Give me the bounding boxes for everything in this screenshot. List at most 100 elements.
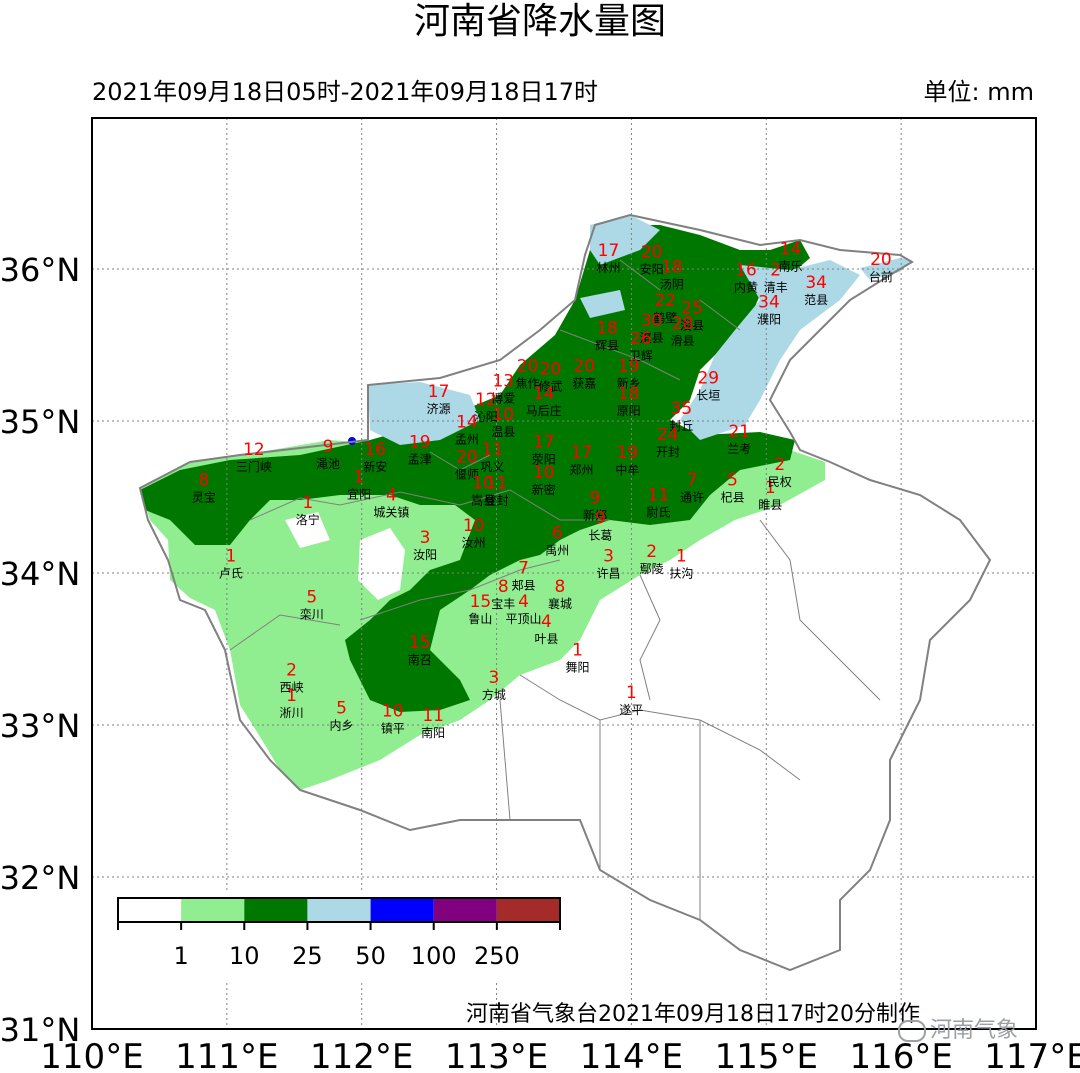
station-value: 17 (598, 241, 620, 261)
station-value: 1 (676, 546, 687, 566)
station-value: 9 (590, 489, 601, 509)
station-name: 濮阳 (757, 312, 781, 327)
station-value: 4 (518, 592, 529, 612)
legend-swatch (307, 898, 371, 922)
station-name: 新安 (363, 459, 387, 474)
legend-swatch (370, 898, 434, 922)
station-value: 11 (422, 706, 444, 726)
boundary-layer (138, 213, 992, 972)
station-value: 1 (286, 686, 297, 706)
station-name: 方城 (482, 687, 506, 702)
precip-area-25-50 (580, 290, 625, 318)
lon-tick-label: 111°E (175, 1037, 278, 1073)
station: 4叶县 (534, 612, 558, 646)
precip-area-25-50 (368, 382, 480, 445)
station-name: 中牟 (615, 462, 639, 477)
station-name: 叶县 (534, 632, 558, 646)
station-value: 1 (225, 546, 236, 566)
station-value: 7 (518, 559, 529, 579)
station-name: 登封 (485, 492, 509, 507)
station-value: 29 (697, 369, 719, 389)
station-name: 新郑 (583, 508, 607, 523)
station: 2西峡 (280, 660, 304, 694)
legend-swatch (181, 898, 245, 922)
station-value: 8 (498, 577, 509, 597)
station-value: 14 (533, 384, 555, 404)
watermark-text: 河南气象 (930, 1018, 1019, 1043)
station: 1宜阳 (347, 467, 371, 501)
station-value: 20 (573, 356, 595, 376)
station-name: 浚县 (680, 318, 704, 333)
lat-tick-label: 31°N (0, 1011, 80, 1049)
station-value: 1 (765, 478, 776, 498)
station-value: 21 (728, 422, 750, 442)
station-name: 封丘 (669, 419, 693, 433)
precip-area-25-50 (860, 258, 912, 280)
station-value: 20 (517, 356, 539, 376)
unit-label: 单位: mm (923, 78, 1034, 106)
station-name: 汝州 (462, 536, 486, 550)
station-value: 4 (541, 612, 552, 632)
lon-tick-label: 113°E (445, 1037, 548, 1073)
station-value: 17 (571, 443, 593, 463)
station-value: 7 (687, 470, 698, 490)
precip-area-0-1 (358, 528, 405, 600)
station-value: 14 (780, 239, 802, 259)
station: 3汝阳 (413, 528, 437, 562)
station-value: 3 (603, 546, 614, 566)
station-name: 辉县 (595, 338, 619, 352)
legend-swatch (496, 898, 560, 922)
station-value: 20 (641, 242, 663, 262)
station-value: 15 (470, 592, 492, 612)
station-value: 10 (472, 473, 494, 493)
station-name: 巩义 (481, 460, 505, 474)
station-name: 兰考 (727, 442, 751, 456)
station: 6禹州 (545, 524, 569, 558)
station-value: 12 (243, 440, 265, 460)
station: 9渑池 (316, 437, 340, 471)
station-name: 三门峡 (236, 459, 272, 474)
legend-tick-label: 10 (229, 942, 260, 970)
station: 8襄城 (548, 577, 572, 611)
station-value: 16 (364, 440, 386, 460)
station-value: 19 (617, 443, 639, 463)
station-name: 修武 (539, 378, 563, 393)
lon-tick-label: 117°E (984, 1037, 1080, 1073)
station-name: 郑州 (570, 462, 594, 477)
station-value: 26 (630, 329, 652, 349)
station-value: 19 (409, 432, 431, 452)
station-value: 30 (641, 311, 663, 331)
station-name: 宜阳 (347, 486, 371, 501)
station: 5内乡 (329, 698, 353, 732)
station-name: 舞阳 (565, 661, 589, 675)
station-name: 尉氏 (646, 505, 670, 520)
station-value: 11 (648, 486, 670, 506)
station-name: 汝阳 (413, 548, 437, 562)
station-name: 栾川 (300, 606, 324, 621)
legend-swatch (118, 898, 182, 922)
station-name: 荥阳 (532, 452, 556, 466)
station-value: 14 (456, 413, 478, 433)
legend-frame (117, 897, 561, 923)
legend-tick-label: 250 (474, 942, 520, 970)
credit-line: 河南省气象台2021年09月18日17时20分制作 (466, 1002, 920, 1027)
